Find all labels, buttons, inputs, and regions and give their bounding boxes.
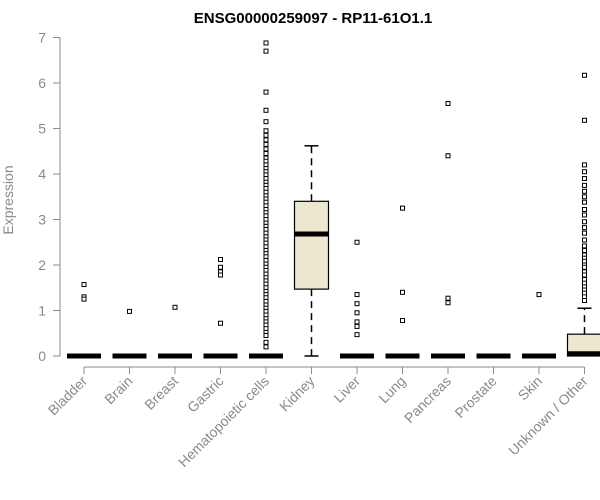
x-tick-label: Lung <box>375 373 408 406</box>
outlier-point <box>218 264 223 270</box>
outlier-point <box>582 182 587 188</box>
outlier-point <box>354 239 360 245</box>
y-tick-label: 5 <box>38 121 46 137</box>
box-lung <box>385 205 420 359</box>
outlier-point <box>582 219 587 225</box>
outlier-point <box>354 323 360 329</box>
outlier-point <box>263 89 269 95</box>
box-kidney <box>293 145 330 357</box>
outlier-point <box>445 295 451 301</box>
outlier-point <box>582 230 587 236</box>
box-gastric <box>203 257 238 359</box>
outlier-point <box>582 297 587 303</box>
y-tick-label: 2 <box>38 257 46 273</box>
outlier-point <box>445 300 451 306</box>
x-tick-label: Gastric <box>184 373 227 416</box>
x-tick-label: Liver <box>330 373 363 406</box>
outlier-point <box>582 247 587 253</box>
outlier-point <box>582 162 587 168</box>
outlier-point <box>172 304 178 310</box>
y-tick-label: 1 <box>38 303 46 319</box>
outlier-point <box>263 40 269 46</box>
outlier-point <box>582 176 587 182</box>
box-body <box>293 200 330 290</box>
x-tick-label: Brain <box>101 373 135 407</box>
outlier-point <box>582 272 587 278</box>
box-unknown-other <box>566 72 600 357</box>
box-breast <box>158 304 192 359</box>
outlier-point <box>582 206 587 212</box>
outlier-point <box>81 282 87 288</box>
box-liver <box>340 239 374 359</box>
outlier-point <box>582 169 587 175</box>
outlier-point <box>445 100 451 106</box>
outlier-point <box>218 320 223 326</box>
outlier-point <box>263 339 269 345</box>
outlier-point <box>263 107 269 113</box>
x-tick-label: Prostate <box>451 373 499 421</box>
box-pancreas <box>431 100 465 359</box>
outlier-point <box>582 237 587 243</box>
outlier-point <box>263 128 269 134</box>
outlier-point <box>263 344 269 350</box>
outlier-point <box>263 151 269 157</box>
box-brain <box>112 308 147 359</box>
outlier-point <box>263 146 269 152</box>
outlier-point <box>400 289 405 295</box>
outlier-point <box>582 199 587 205</box>
box-skin <box>522 292 556 359</box>
y-tick-label: 4 <box>38 166 46 182</box>
outlier-point <box>582 188 587 194</box>
x-tick-label: Bladder <box>45 373 91 419</box>
outlier-point <box>536 292 542 298</box>
outlier-point <box>218 257 223 263</box>
outlier-point <box>263 141 269 147</box>
outlier-point <box>354 301 360 307</box>
outlier-point <box>354 332 360 338</box>
outlier-point <box>263 48 269 54</box>
outlier-point <box>400 205 405 211</box>
outlier-point <box>582 264 587 270</box>
outlier-point <box>445 153 451 159</box>
outlier-point <box>263 137 269 143</box>
boxes <box>67 40 600 359</box>
outlier-point <box>354 310 360 316</box>
outlier-point <box>582 117 587 123</box>
x-tick-label: Skin <box>515 373 546 404</box>
outlier-point <box>582 212 587 218</box>
x-tick-label: Breast <box>141 373 181 413</box>
outlier-point <box>263 333 269 339</box>
outlier-point <box>263 132 269 138</box>
box-bladder <box>67 282 101 359</box>
x-tick-label: Unknown / Other <box>505 373 591 459</box>
y-axis-label: Expression <box>0 165 16 234</box>
chart-title: ENSG00000259097 - RP11-61O1.1 <box>194 10 433 27</box>
outlier-point <box>81 296 87 302</box>
y-axis: 0 1 2 3 4 5 6 7 <box>38 30 61 364</box>
box-hematopoietic-cells <box>249 40 283 359</box>
x-tick-label: Pancreas <box>401 373 454 426</box>
outlier-point <box>582 243 587 249</box>
outlier-point <box>582 194 587 200</box>
y-tick-label: 0 <box>38 348 46 364</box>
x-tick-label: Hematopoietic cells <box>175 373 272 470</box>
outlier-point <box>400 318 405 324</box>
outlier-point <box>263 119 269 125</box>
outlier-point <box>582 225 587 231</box>
outlier-point <box>218 272 223 278</box>
outlier-point <box>354 319 360 325</box>
y-tick-label: 6 <box>38 75 46 91</box>
y-tick-label: 7 <box>38 30 46 46</box>
y-tick-label: 3 <box>38 212 46 228</box>
x-tick-label: Kidney <box>276 373 318 415</box>
outlier-point <box>582 72 587 78</box>
outlier-point <box>354 292 360 298</box>
outlier-point <box>127 308 132 314</box>
